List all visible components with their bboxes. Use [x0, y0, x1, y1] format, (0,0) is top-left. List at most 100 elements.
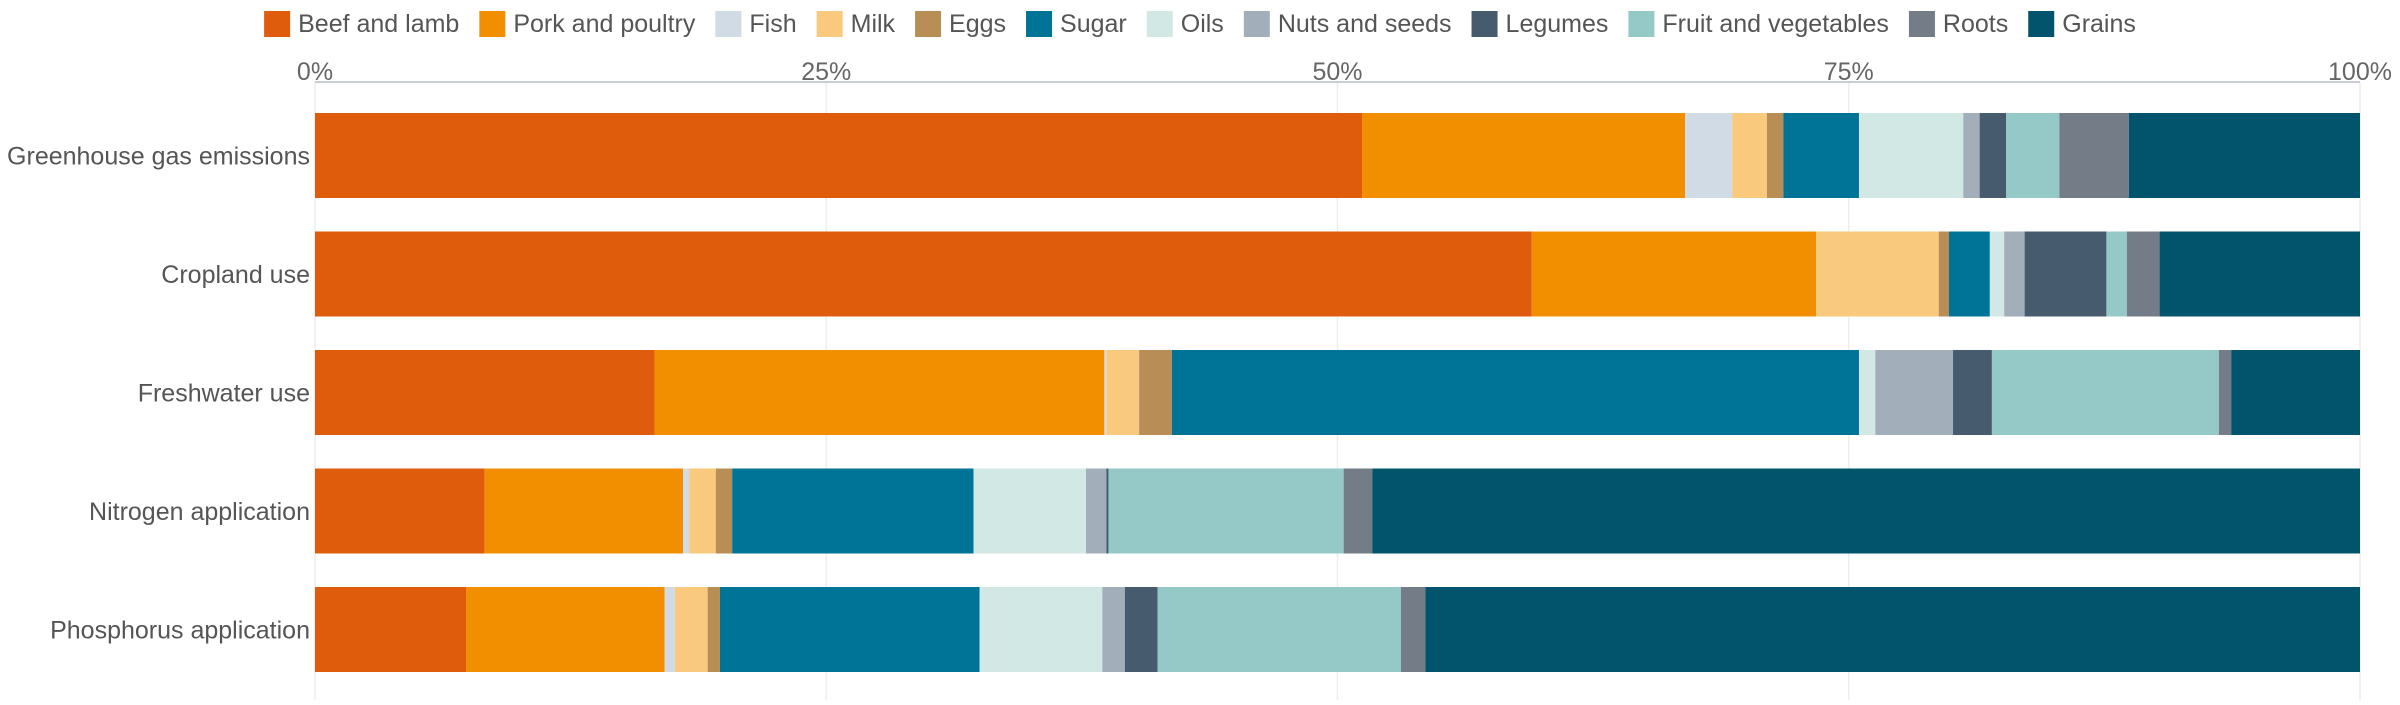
legend-label-roots: Roots	[1943, 10, 2008, 38]
legend-swatch-pork-and-poultry	[479, 11, 506, 37]
bar-segment-greenhouse-gas-emissions-grains	[2128, 113, 2360, 198]
legend-swatch-milk	[816, 11, 843, 37]
bar-segment-cropland-use-legumes	[2024, 231, 2107, 317]
bar-segment-cropland-use-oils	[1989, 231, 2005, 317]
bar-segment-cropland-use-eggs	[1938, 231, 1949, 317]
legend-item-nuts-and-seeds: Nuts and seeds	[1243, 10, 1452, 38]
bar-segment-freshwater-use-legumes	[1953, 350, 1992, 435]
x-axis: 0% 25% 50% 75% 100%	[297, 58, 2392, 86]
bar-segment-freshwater-use-nuts-and-seeds	[1875, 350, 1954, 435]
bar-segment-cropland-use-fruit-and-vegetables	[2106, 231, 2127, 317]
bar-segment-nitrogen-application-sugar	[732, 468, 974, 554]
y-category-label: Cropland use	[161, 261, 310, 289]
bar-segment-phosphorus-application-fruit-and-vegetables	[1157, 587, 1401, 672]
bar-segment-nitrogen-application-grains	[1372, 468, 2360, 554]
bar-segment-nitrogen-application-oils	[973, 468, 1086, 554]
legend-item-fruit-and-vegetables: Fruit and vegetables	[1628, 10, 1889, 38]
legend-label-milk: Milk	[851, 10, 896, 38]
legend-item-beef-and-lamb: Beef and lamb	[264, 10, 459, 38]
legend-item-grains: Grains	[2028, 10, 2136, 38]
bar-segment-phosphorus-application-fish	[664, 587, 675, 672]
y-category-label: Phosphorus application	[50, 617, 310, 645]
bar-segment-phosphorus-application-grains	[1425, 587, 2360, 672]
legend-item-roots: Roots	[1908, 10, 2008, 38]
legend-item-pork-and-poultry: Pork and poultry	[479, 10, 696, 38]
bar-segment-nitrogen-application-legumes	[1106, 468, 1109, 554]
bar-segment-phosphorus-application-beef-and-lamb	[315, 587, 467, 672]
bar-segment-greenhouse-gas-emissions-oils	[1858, 113, 1964, 198]
bar-segment-greenhouse-gas-emissions-legumes	[1979, 113, 2007, 198]
legend-label-nuts-and-seeds: Nuts and seeds	[1278, 10, 1452, 38]
legend-label-eggs: Eggs	[949, 10, 1006, 38]
legend-swatch-beef-and-lamb	[264, 11, 291, 37]
bar-segment-cropland-use-beef-and-lamb	[315, 231, 1532, 317]
bar-segment-phosphorus-application-pork-and-poultry	[466, 587, 665, 672]
legend-item-sugar: Sugar	[1026, 10, 1127, 38]
y-category-label: Greenhouse gas emissions	[7, 143, 310, 171]
legend: Beef and lamb Pork and poultry Fish Milk Egg…	[264, 10, 2136, 38]
legend-item-legumes: Legumes	[1471, 10, 1609, 38]
y-axis-labels: Greenhouse gas emissions Cropland use Fres…	[7, 143, 310, 645]
bar-segment-phosphorus-application-nuts-and-seeds	[1102, 587, 1125, 672]
bar-row-nitrogen-application	[315, 468, 2360, 554]
bar-segment-cropland-use-nuts-and-seeds	[2004, 231, 2025, 317]
bar-segment-phosphorus-application-milk	[674, 587, 708, 672]
legend-swatch-nuts-and-seeds	[1243, 11, 1270, 37]
bar-segment-greenhouse-gas-emissions-milk	[1732, 113, 1767, 198]
bars	[315, 113, 2360, 672]
bar-segment-nitrogen-application-fruit-and-vegetables	[1108, 468, 1344, 554]
legend-label-grains: Grains	[2062, 10, 2136, 38]
bar-segment-greenhouse-gas-emissions-fruit-and-vegetables	[2006, 113, 2060, 198]
bar-row-phosphorus-application	[315, 587, 2360, 672]
bar-row-greenhouse-gas-emissions	[315, 113, 2360, 198]
legend-swatch-sugar	[1026, 11, 1053, 37]
bar-segment-freshwater-use-roots	[2218, 350, 2232, 435]
bar-segment-nitrogen-application-milk	[689, 468, 716, 554]
legend-label-beef-and-lamb: Beef and lamb	[298, 10, 459, 38]
bar-segment-cropland-use-pork-and-poultry	[1531, 231, 1817, 317]
bar-segment-freshwater-use-oils	[1858, 350, 1876, 435]
bar-segment-freshwater-use-fish	[1104, 350, 1107, 435]
bar-segment-freshwater-use-eggs	[1139, 350, 1172, 435]
legend-label-legumes: Legumes	[1506, 10, 1609, 38]
bar-segment-freshwater-use-beef-and-lamb	[315, 350, 655, 435]
bar-segment-cropland-use-sugar	[1948, 231, 1990, 317]
bar-segment-cropland-use-milk	[1816, 231, 1939, 317]
bar-segment-greenhouse-gas-emissions-sugar	[1783, 113, 1859, 198]
legend-item-milk: Milk	[816, 10, 896, 38]
bar-segment-greenhouse-gas-emissions-fish	[1685, 113, 1733, 198]
bar-segment-freshwater-use-grains	[2231, 350, 2360, 435]
bar-segment-freshwater-use-pork-and-poultry	[654, 350, 1105, 435]
bar-segment-freshwater-use-milk	[1106, 350, 1140, 435]
bar-segment-greenhouse-gas-emissions-beef-and-lamb	[315, 113, 1363, 198]
bar-segment-freshwater-use-sugar	[1171, 350, 1859, 435]
legend-swatch-fruit-and-vegetables	[1628, 11, 1655, 37]
bar-segment-greenhouse-gas-emissions-nuts-and-seeds	[1963, 113, 1980, 198]
bar-segment-freshwater-use-fruit-and-vegetables	[1991, 350, 2219, 435]
legend-label-fruit-and-vegetables: Fruit and vegetables	[1662, 10, 1889, 38]
legend-label-pork-and-poultry: Pork and poultry	[513, 10, 696, 38]
legend-label-sugar: Sugar	[1060, 10, 1127, 38]
bar-row-cropland-use	[315, 231, 2360, 317]
legend-swatch-legumes	[1471, 11, 1498, 37]
legend-swatch-oils	[1146, 11, 1173, 37]
legend-label-oils: Oils	[1181, 10, 1224, 38]
legend-swatch-eggs	[915, 11, 942, 37]
bar-segment-phosphorus-application-oils	[979, 587, 1103, 672]
y-category-label: Freshwater use	[138, 380, 310, 408]
bar-segment-greenhouse-gas-emissions-roots	[2059, 113, 2129, 198]
legend-item-eggs: Eggs	[915, 10, 1006, 38]
bar-segment-nitrogen-application-beef-and-lamb	[315, 468, 485, 554]
bar-segment-cropland-use-grains	[2159, 231, 2360, 317]
bar-segment-nitrogen-application-roots	[1343, 468, 1373, 554]
bar-row-freshwater-use	[315, 350, 2360, 435]
bar-segment-nitrogen-application-fish	[683, 468, 690, 554]
bar-segment-cropland-use-roots	[2126, 231, 2160, 317]
bar-segment-greenhouse-gas-emissions-eggs	[1766, 113, 1784, 198]
bar-segment-phosphorus-application-roots	[1400, 587, 1426, 672]
bar-segment-nitrogen-application-pork-and-poultry	[484, 468, 684, 554]
bar-segment-phosphorus-application-eggs	[707, 587, 720, 672]
legend-swatch-roots	[1908, 11, 1935, 37]
